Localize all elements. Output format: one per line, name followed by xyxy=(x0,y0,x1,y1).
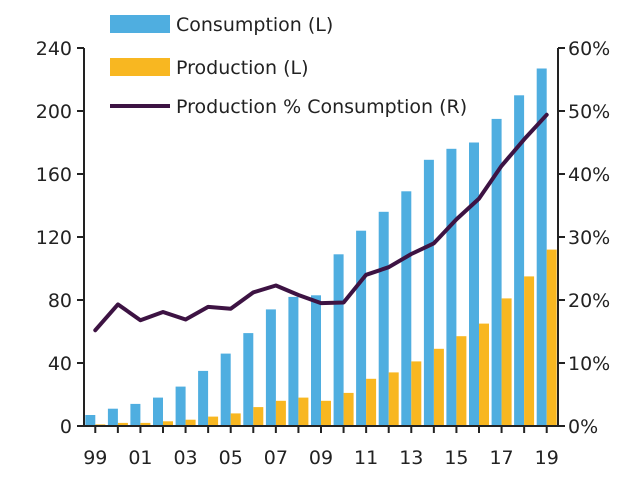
consumption-bar-18 xyxy=(514,95,525,427)
production-bar-17 xyxy=(501,298,512,426)
left-tick-label: 200 xyxy=(36,101,72,123)
consumption-bar-07 xyxy=(265,309,276,426)
consumption-bar-10 xyxy=(333,254,344,426)
production-bar-12 xyxy=(388,372,399,426)
right-tick-label: 30% xyxy=(568,227,610,249)
production-bar-10 xyxy=(343,392,354,426)
consumption-bar-14 xyxy=(423,159,434,427)
consumption-bar-08 xyxy=(288,296,299,426)
consumption-bar-04 xyxy=(198,370,209,426)
x-tick-label: 05 xyxy=(219,447,243,469)
consumption-bar-03 xyxy=(175,386,186,426)
x-tick-label: 09 xyxy=(309,447,333,469)
production-bar-14 xyxy=(433,348,444,426)
consumption-bar-05 xyxy=(220,353,231,426)
left-tick-label: 0 xyxy=(60,416,72,438)
production-bar-15 xyxy=(456,336,467,426)
consumption-bar-15 xyxy=(446,148,457,427)
x-tick-label: 19 xyxy=(535,447,559,469)
bars xyxy=(85,68,557,427)
production-bar-16 xyxy=(479,323,489,426)
consumption-bar-06 xyxy=(243,333,254,426)
x-tick-label: 11 xyxy=(354,447,378,469)
production-bar-02 xyxy=(163,421,173,426)
production-bar-18 xyxy=(524,276,535,426)
consumption-bar-17 xyxy=(491,118,502,427)
legend-label: Consumption (L) xyxy=(176,14,333,36)
right-tick-label: 10% xyxy=(568,353,610,375)
legend: Consumption (L) Production (L) Production … xyxy=(110,14,467,118)
production-bar-01 xyxy=(140,422,151,426)
x-tick-label: 13 xyxy=(399,447,423,469)
x-tick-label: 03 xyxy=(173,447,197,469)
right-tick-label: 50% xyxy=(568,101,610,123)
consumption-bar-00 xyxy=(107,408,118,426)
consumption-bar-01 xyxy=(130,403,141,426)
production-bar-08 xyxy=(298,397,309,426)
x-tick-label: 17 xyxy=(489,447,513,469)
x-tick-label: 01 xyxy=(128,447,152,469)
consumption-bar-02 xyxy=(153,397,163,426)
left-tick-label: 40 xyxy=(48,353,72,375)
x-tick-label: 99 xyxy=(83,447,107,469)
right-tick-label: 0% xyxy=(568,416,598,438)
production-pct-line xyxy=(93,112,549,333)
production-bar-07 xyxy=(275,400,286,426)
legend-label: Production % Consumption (R) xyxy=(176,96,467,118)
consumption-bar-19 xyxy=(536,68,547,426)
consumption-bar-12 xyxy=(378,211,389,426)
x-tick-label: 15 xyxy=(444,447,468,469)
consumption-bar-13 xyxy=(401,191,412,426)
right-tick-label: 60% xyxy=(568,38,610,60)
legend-swatch xyxy=(110,58,170,76)
production-bar-06 xyxy=(253,407,264,426)
axes: 0 40 80 120 160 200 240 0% 10% 20% 30% 40% 50% 60% 99 0… xyxy=(36,38,611,469)
production-bar-09 xyxy=(321,400,331,426)
production-bar-00 xyxy=(117,422,128,426)
x-tick-label: 07 xyxy=(264,447,288,469)
right-tick-label: 40% xyxy=(568,164,610,186)
production-bar-05 xyxy=(230,413,241,426)
series-line xyxy=(93,112,549,333)
consumption-bar-99 xyxy=(85,415,96,426)
production-bar-11 xyxy=(366,378,377,427)
production-bar-04 xyxy=(208,416,219,426)
legend-label: Production (L) xyxy=(176,57,309,79)
consumption-bar-11 xyxy=(356,230,367,426)
consumption-bar-09 xyxy=(311,295,321,426)
left-tick-label: 240 xyxy=(36,38,72,60)
left-tick-label: 160 xyxy=(36,164,72,186)
production-bar-13 xyxy=(411,361,422,426)
left-tick-label: 80 xyxy=(48,290,72,312)
left-tick-label: 120 xyxy=(36,227,72,249)
right-tick-label: 20% xyxy=(568,290,610,312)
production-bar-19 xyxy=(546,249,557,426)
consumption-bar-16 xyxy=(469,142,479,426)
legend-swatch xyxy=(110,15,170,33)
production-bar-03 xyxy=(185,419,196,426)
